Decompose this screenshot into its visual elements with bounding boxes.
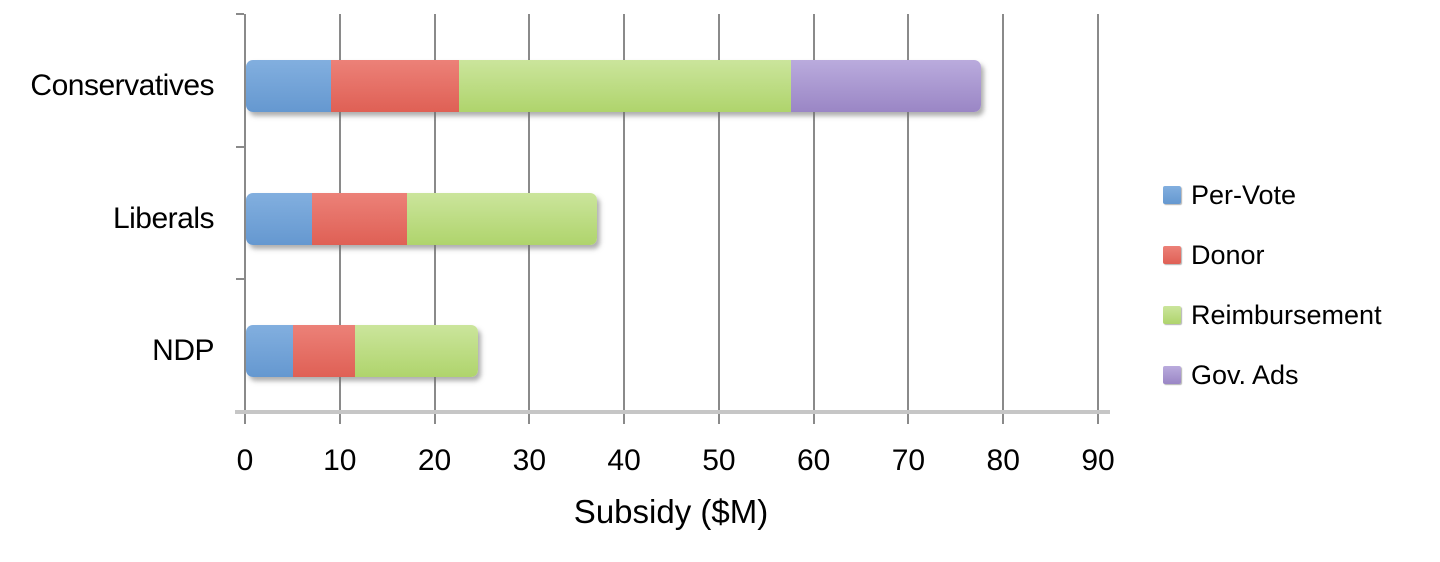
legend-label: Per-Vote	[1191, 180, 1297, 210]
y-axis-tick	[236, 145, 244, 148]
x-axis-line	[235, 410, 1110, 414]
legend-swatch	[1163, 366, 1181, 384]
x-tick-label: 20	[417, 444, 452, 477]
legend-label: Gov. Ads	[1191, 360, 1299, 390]
bar-segment-per-vote	[246, 192, 313, 245]
gridline	[812, 14, 815, 424]
bar-segment-donor	[312, 192, 408, 245]
gridline	[1097, 14, 1099, 424]
bar-segment-reimbursement	[407, 192, 597, 245]
category-label: Conservatives	[30, 69, 214, 102]
bar-segment-per-vote	[246, 325, 294, 378]
legend-item-gov-ads: Gov. Ads	[1163, 360, 1299, 390]
legend-swatch	[1163, 246, 1181, 264]
x-tick-label: 50	[702, 444, 736, 477]
category-label: Liberals	[112, 201, 215, 235]
legend-item-donor: Donor	[1163, 240, 1265, 270]
x-tick-label: 90	[1081, 444, 1115, 477]
legend-swatch	[1163, 186, 1181, 204]
bar-ndp	[246, 325, 479, 378]
x-tick-label: 0	[236, 444, 254, 477]
x-axis-title: Subsidy ($M)	[573, 493, 769, 530]
x-tick-label: 10	[323, 444, 357, 477]
bar-segment-gov-ads	[790, 60, 981, 112]
legend-item-reimbursement: Reimbursement	[1163, 300, 1382, 330]
x-tick-label: 60	[796, 444, 831, 477]
x-tick-label: 80	[986, 444, 1020, 477]
bar-segment-reimbursement	[459, 60, 791, 112]
bar-segment-donor	[331, 60, 460, 112]
x-tick-label: 30	[512, 444, 547, 477]
x-tick-label: 40	[607, 444, 641, 477]
legend-item-per-vote: Per-Vote	[1163, 180, 1296, 210]
y-axis-tick	[236, 13, 244, 15]
gridline	[717, 14, 720, 424]
gridline	[1002, 14, 1005, 424]
bar-liberals	[246, 192, 597, 245]
y-axis-line	[244, 14, 246, 412]
bar-segment-donor	[293, 325, 355, 378]
x-tick-label: 70	[891, 444, 926, 477]
legend-label: Donor	[1191, 240, 1265, 270]
bar-segment-reimbursement	[354, 325, 479, 378]
legend-swatch	[1163, 306, 1181, 324]
legend-label: Reimbursement	[1191, 300, 1382, 330]
category-label: NDP	[152, 334, 214, 368]
y-axis-tick	[236, 278, 244, 281]
gridline	[907, 14, 910, 424]
bar-conservatives	[246, 60, 981, 112]
bar-segment-per-vote	[246, 60, 332, 112]
gridline	[623, 14, 626, 424]
